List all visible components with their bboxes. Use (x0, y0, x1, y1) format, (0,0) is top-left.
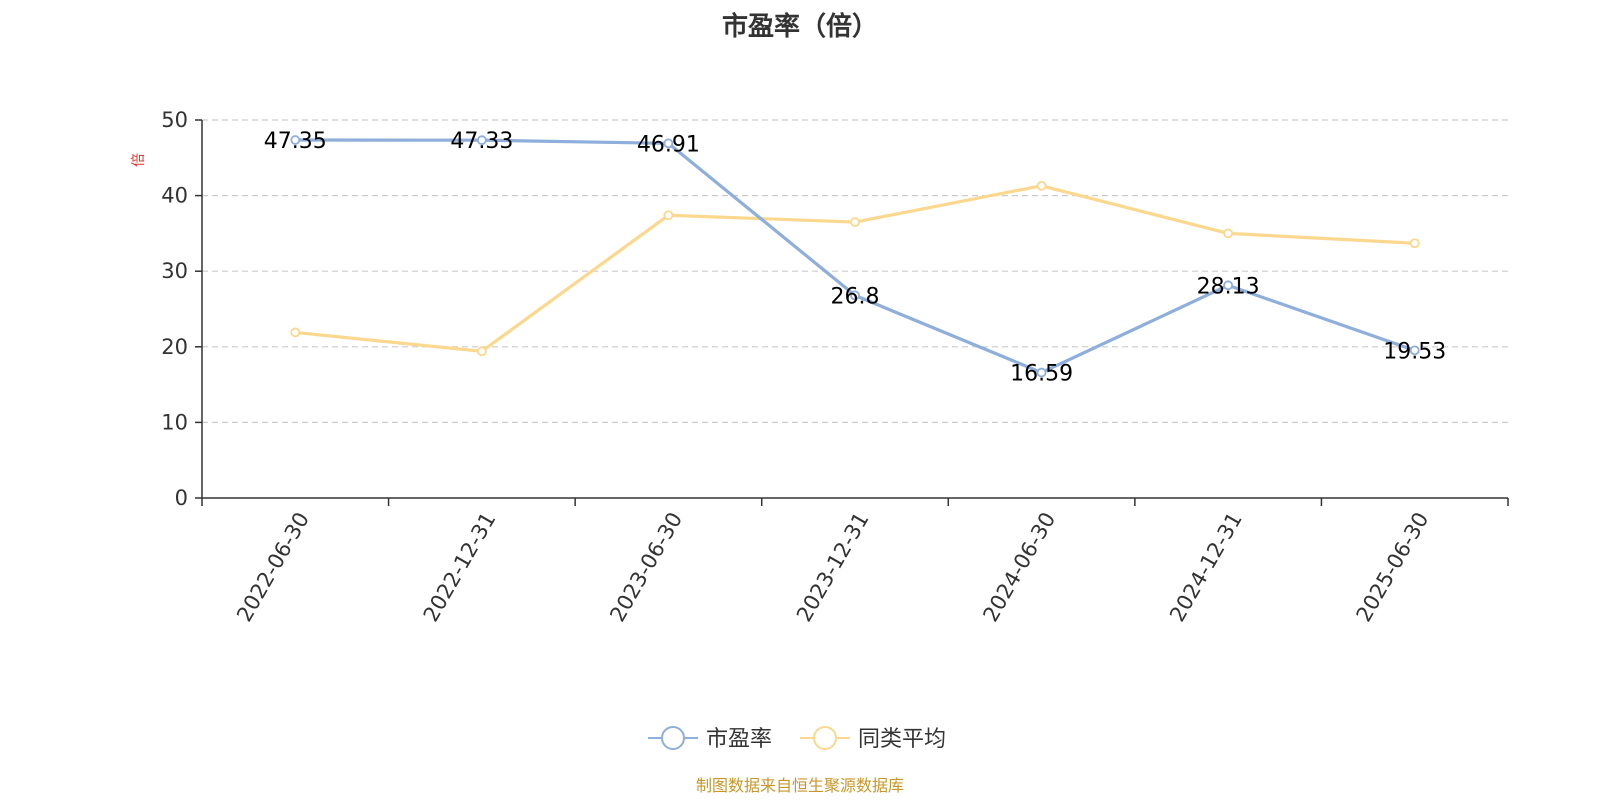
x-tick-label: 2024-06-30 (978, 508, 1060, 626)
y-axis-unit-label: 倍 (131, 153, 147, 167)
chart-title: 市盈率（倍） (721, 12, 878, 42)
data-point (1223, 228, 1234, 239)
data-source-note: 制图数据来自恒生聚源数据库 (695, 776, 904, 795)
data-point (476, 135, 487, 146)
data-point (663, 210, 674, 221)
data-point (1036, 180, 1047, 191)
legend-label: 市盈率 (706, 727, 772, 752)
y-tick-label: 50 (161, 108, 188, 132)
y-tick-label: 30 (161, 259, 188, 283)
data-label: 28.13 (1197, 274, 1260, 299)
x-tick-label: 2023-06-30 (605, 508, 687, 626)
legend: 市盈率 同类平均 (648, 726, 946, 752)
data-label: 47.33 (450, 129, 513, 154)
data-label: 46.91 (637, 132, 700, 157)
series-layer (290, 135, 1420, 378)
data-label: 47.35 (264, 129, 327, 154)
x-tick-label: 2022-06-30 (232, 508, 314, 626)
y-tick-label: 20 (161, 335, 188, 359)
legend-marker (661, 726, 685, 750)
data-point (850, 217, 860, 227)
data-point (290, 327, 301, 338)
data-point (1223, 280, 1234, 291)
data-point (1409, 238, 1420, 249)
series-line (295, 138, 1416, 375)
data-point (1036, 367, 1047, 378)
grid-lines (202, 119, 1508, 423)
data-label: 16.59 (1010, 362, 1073, 387)
data-point (663, 138, 674, 149)
axes: 0 10 20 30 40 50 倍 2022-06-30 2022-12-31 2023-06-… (131, 108, 1509, 626)
y-tick-label: 40 (161, 184, 188, 208)
data-labels: 47.35 47.33 46.91 26.8 16.59 28.13 19.53 (264, 129, 1446, 387)
x-tick-label: 2025-06-30 (1352, 508, 1434, 626)
data-point (1409, 345, 1420, 356)
data-label: 26.8 (831, 284, 880, 309)
x-tick-label: 2024-12-31 (1165, 508, 1247, 626)
legend-label: 同类平均 (858, 727, 946, 752)
data-point (476, 346, 487, 357)
y-tick-label: 0 (175, 486, 188, 510)
x-tick-label: 2022-12-31 (419, 508, 501, 626)
data-point (290, 135, 301, 145)
series-line (295, 184, 1415, 353)
data-label: 19.53 (1383, 339, 1446, 364)
data-point (850, 290, 860, 301)
x-tick-label: 2023-12-31 (792, 508, 874, 626)
y-tick-label: 10 (161, 410, 188, 434)
legend-marker (813, 726, 837, 750)
